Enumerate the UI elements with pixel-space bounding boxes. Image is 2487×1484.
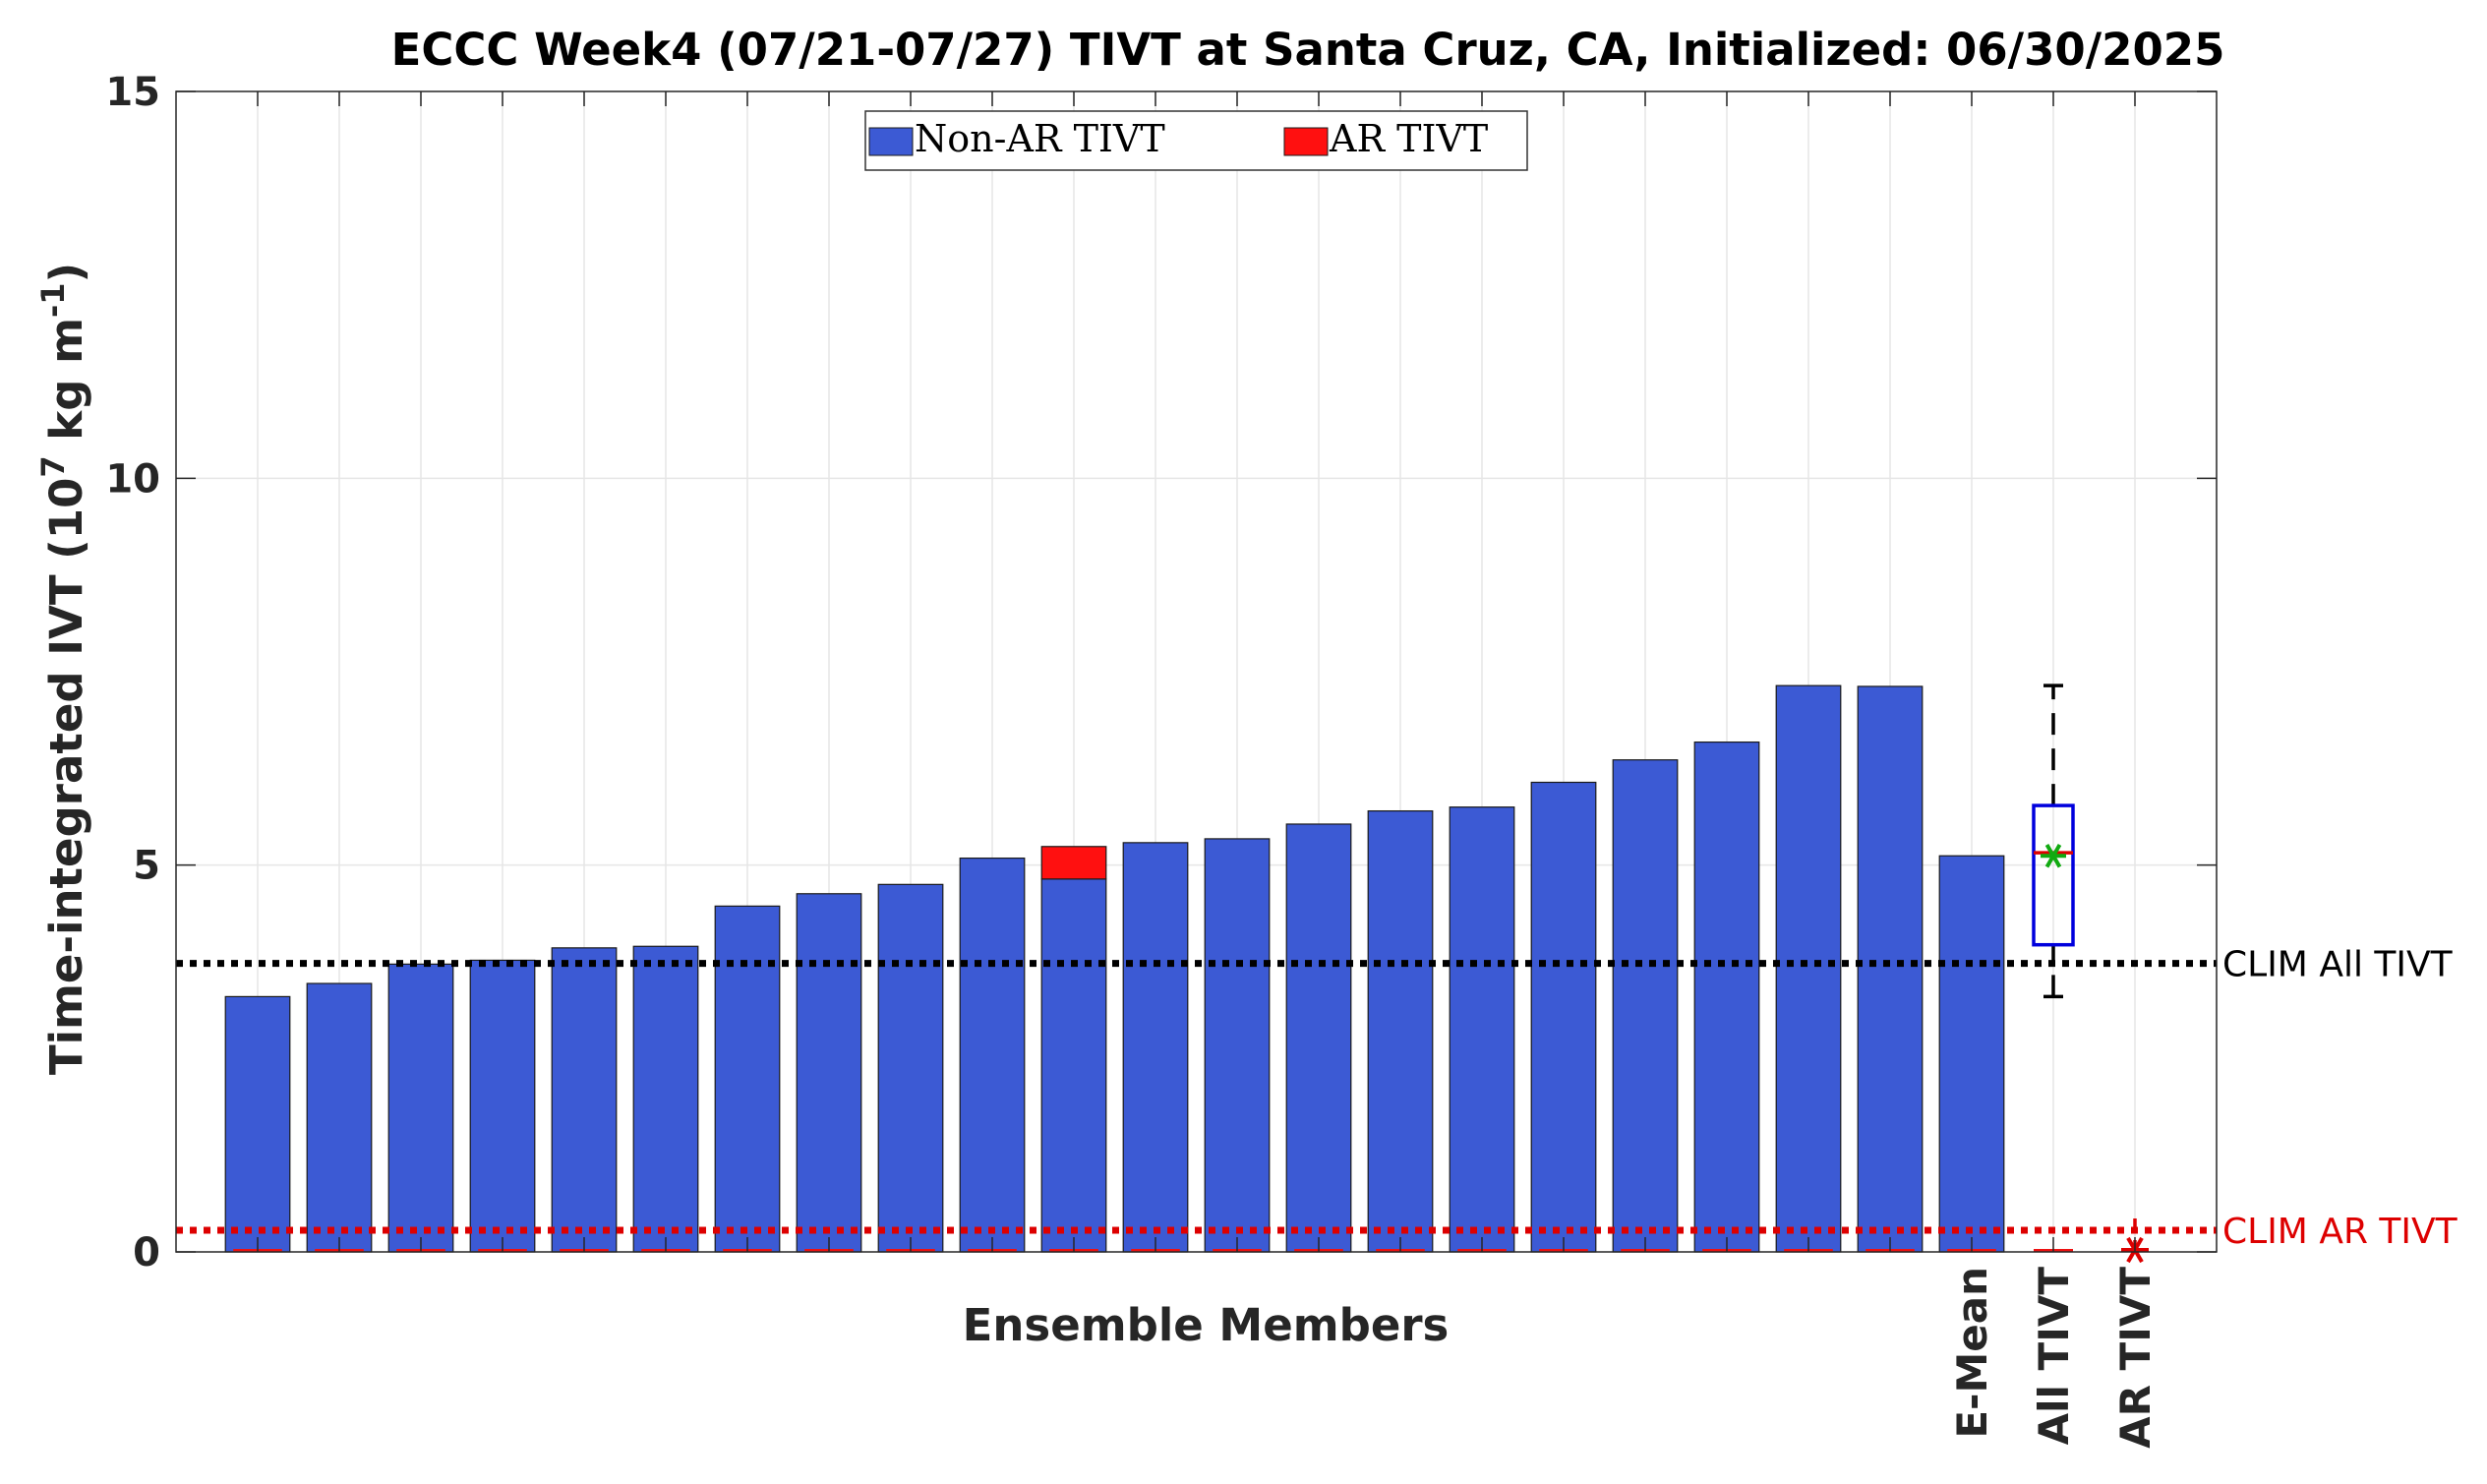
bar-non-ar — [1285, 823, 1352, 1253]
bar-ar — [1040, 846, 1107, 880]
y-tick-label: 0 — [133, 1230, 160, 1276]
clim-reference-label: CLIM All TIVT — [2222, 945, 2454, 985]
x-category-label: All TIVT — [2030, 1267, 2078, 1446]
bar-non-ar — [959, 857, 1026, 1253]
bar-non-ar — [1857, 685, 1924, 1253]
y-tick-label: 10 — [105, 456, 160, 502]
bar-non-ar — [1449, 806, 1515, 1253]
bar-non-ar — [1204, 838, 1271, 1253]
bar-non-ar — [796, 893, 862, 1253]
bar-non-ar — [1040, 878, 1107, 1253]
bar-non-ar — [387, 963, 454, 1253]
y-tick-label: 5 — [133, 844, 160, 889]
bar-non-ar — [1122, 842, 1189, 1253]
bar-non-ar — [1530, 781, 1597, 1253]
bar-non-ar — [1775, 684, 1842, 1253]
bar-non-ar — [877, 883, 944, 1253]
boxplot-mean-marker — [2044, 843, 2062, 868]
bar-non-ar — [1693, 741, 1760, 1253]
boxplot-box — [2032, 803, 2075, 947]
bar-non-ar — [469, 959, 536, 1253]
x-axis-label: Ensemble Members — [963, 1299, 1450, 1351]
chart-title: ECCC Week4 (07/21-07/27) TIVT at Santa C… — [391, 24, 2225, 76]
bar-non-ar — [1367, 809, 1434, 1253]
legend-swatch — [1283, 127, 1329, 156]
bar-non-ar — [551, 947, 618, 1253]
y-axis-label: Time-integrated IVT (107 kg m-1) — [34, 263, 92, 1075]
legend-swatch — [868, 127, 914, 156]
bar-non-ar — [714, 905, 781, 1253]
bar-non-ar — [1612, 759, 1679, 1253]
legend-box — [864, 110, 1528, 171]
plot-area: CLIM All TIVT CLIM AR TIVT 0 5 10 15 E-Mean All… — [105, 70, 2457, 1449]
clim-reference-label: CLIM AR TIVT — [2222, 1212, 2458, 1252]
bar-non-ar — [1938, 855, 2005, 1253]
x-category-label: E-Mean — [1948, 1267, 1996, 1439]
bar-non-ar — [632, 945, 699, 1253]
bar-non-ar — [224, 995, 291, 1253]
legend-label: AR TIVT — [1329, 117, 1488, 160]
plot-frame — [175, 90, 2218, 1253]
bar-non-ar — [306, 982, 373, 1253]
legend-label: Non-AR TIVT — [915, 117, 1165, 160]
y-tick-label: 15 — [105, 70, 160, 115]
legend: Non-AR TIVT AR TIVT — [864, 110, 1528, 171]
x-category-label: AR TIVT — [2111, 1267, 2160, 1449]
